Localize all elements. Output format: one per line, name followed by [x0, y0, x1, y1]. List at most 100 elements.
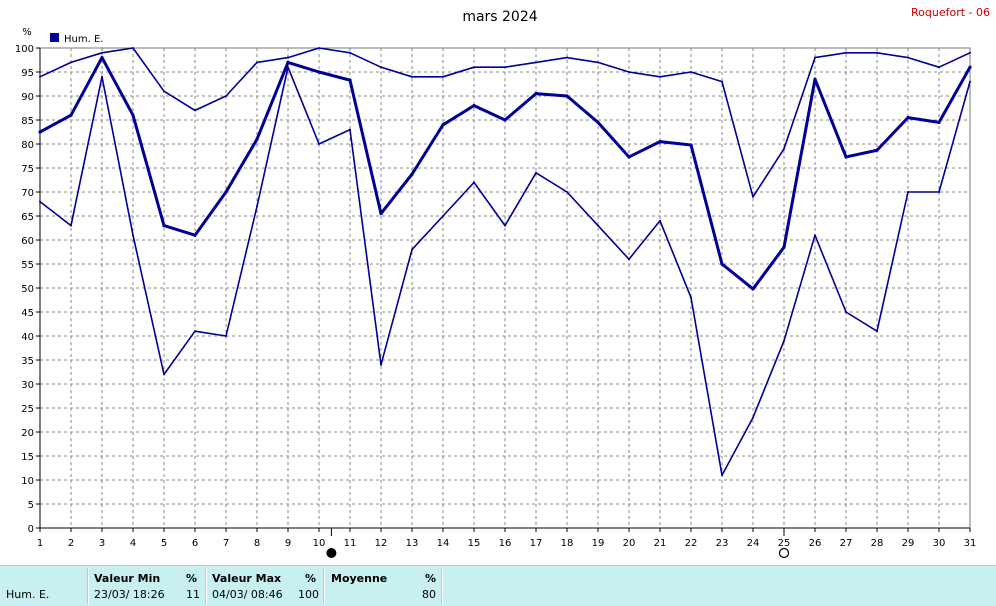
data-point-min [876, 330, 878, 333]
row-label: Hum. E. [6, 588, 50, 601]
data-point-mean [627, 155, 631, 159]
data-point-min [814, 234, 816, 237]
station-name: Roquefort - 06 [911, 6, 990, 19]
data-point-max [814, 56, 816, 59]
data-point-mean [286, 60, 290, 64]
y-tick-label: 50 [21, 284, 34, 295]
data-point-min [349, 128, 351, 131]
full-moon-icon [778, 547, 790, 559]
mean-value: 80 [422, 588, 436, 601]
x-tick-label: 2 [68, 538, 74, 549]
tick-labels: 0510152025303540455055606570758085909510… [15, 44, 976, 549]
y-tick-label: 30 [21, 380, 34, 391]
new-moon-icon [326, 548, 337, 558]
data-point-max [287, 56, 289, 59]
data-point-min [132, 234, 134, 237]
data-point-mean [472, 104, 476, 108]
data-point-max [473, 66, 475, 69]
y-tick-label: 5 [28, 500, 34, 511]
legend-swatch [50, 33, 59, 42]
data-point-max [318, 47, 320, 49]
data-point-max [349, 51, 351, 54]
data-point-mean [162, 224, 166, 228]
data-point-min [39, 200, 41, 203]
data-point-mean [410, 172, 414, 176]
y-tick-label: 25 [21, 404, 34, 415]
x-tick-label: 10 [313, 538, 326, 549]
y-tick-label: 80 [21, 140, 34, 151]
x-tick-label: 4 [130, 538, 136, 549]
divider [323, 568, 325, 604]
y-tick-label: 55 [21, 260, 34, 271]
x-tick-label: 14 [437, 538, 450, 549]
max-date: 04/03/ 08:46 [212, 588, 283, 601]
data-point-min [411, 248, 413, 251]
data-point-max [938, 66, 940, 69]
y-tick-label: 95 [21, 68, 34, 79]
data-point-max [566, 56, 568, 59]
y-tick-label: 10 [21, 476, 34, 487]
data-point-mean [317, 70, 321, 74]
y-tick-label: 100 [15, 44, 34, 55]
data-point-min [318, 143, 320, 145]
x-tick-label: 12 [375, 538, 388, 549]
data-point-mean [100, 56, 104, 60]
data-point-mean [720, 262, 724, 266]
data-point-mean [348, 78, 352, 82]
data-point-min [442, 215, 444, 217]
axes [36, 47, 971, 559]
data-point-max [194, 109, 196, 112]
x-tick-label: 18 [561, 538, 574, 549]
data-point-min [380, 363, 382, 366]
min-date: 23/03/ 18:26 [94, 588, 165, 601]
data-point-max [163, 90, 165, 93]
data-point-mean [224, 190, 228, 194]
data-point-max [380, 66, 382, 69]
data-point-mean [782, 245, 786, 249]
data-point-mean [193, 233, 197, 237]
data-point-mean [875, 148, 879, 152]
data-point-max [535, 61, 537, 64]
x-tick-label: 11 [344, 538, 357, 549]
x-tick-label: 25 [778, 538, 791, 549]
y-tick-label: 90 [21, 92, 34, 103]
data-point-min [969, 80, 971, 83]
data-point-max [845, 51, 847, 54]
data-point-mean [534, 92, 538, 96]
data-point-min [783, 339, 785, 342]
x-tick-label: 17 [530, 538, 543, 549]
x-tick-label: 3 [99, 538, 105, 549]
data-point-min [566, 191, 568, 193]
data-point-min [535, 171, 537, 174]
x-tick-label: 8 [254, 538, 260, 549]
divider [87, 568, 89, 604]
data-point-max [690, 71, 692, 73]
max-unit: % [305, 572, 317, 585]
y-tick-label: 75 [21, 164, 34, 175]
x-tick-label: 24 [747, 538, 760, 549]
data-point-min [163, 373, 165, 376]
data-point-max [783, 147, 785, 150]
data-point-max [132, 47, 134, 49]
y-tick-label: 0 [28, 524, 34, 535]
x-tick-label: 21 [654, 538, 667, 549]
humidity-chart: 0510152025303540455055606570758085909510… [15, 6, 990, 559]
divider [205, 568, 207, 604]
y-tick-label: 40 [21, 332, 34, 343]
data-point-min [938, 191, 940, 193]
x-tick-label: 6 [192, 538, 198, 549]
mean-header: Moyenne [331, 572, 388, 585]
data-point-min [659, 219, 661, 222]
data-point-max [628, 71, 630, 73]
x-tick-label: 9 [285, 538, 291, 549]
x-tick-label: 29 [902, 538, 915, 549]
y-axis-unit: % [22, 27, 32, 38]
x-tick-label: 20 [623, 538, 636, 549]
x-tick-label: 7 [223, 538, 229, 549]
y-tick-label: 70 [21, 188, 34, 199]
x-tick-label: 22 [685, 538, 698, 549]
min-value: 11 [186, 588, 200, 601]
max-value: 100 [298, 588, 319, 601]
x-tick-label: 19 [592, 538, 605, 549]
data-point-mean [968, 65, 972, 69]
